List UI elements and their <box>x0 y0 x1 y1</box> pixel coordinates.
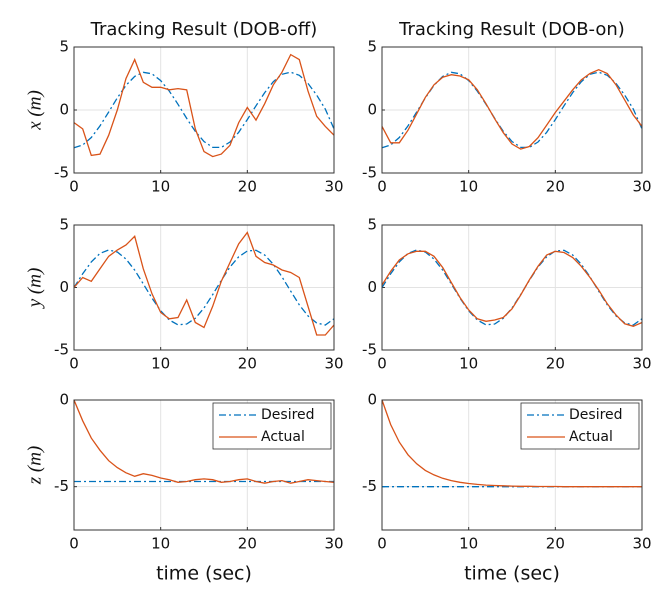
x-tick-label: 20 <box>238 535 257 553</box>
y-tick-label: 5 <box>59 216 69 234</box>
y-axis-label: z (m) <box>24 446 45 486</box>
x-tick-label: 10 <box>459 535 478 553</box>
series-line <box>73 399 335 484</box>
series-line <box>381 68 643 150</box>
legend-box <box>520 402 640 450</box>
x-tick-label: 30 <box>632 355 651 373</box>
y-axis-label: x (m) <box>24 90 45 131</box>
y-tick-label: -5 <box>54 164 69 182</box>
x-tick-label: 0 <box>377 355 387 373</box>
x-tick-label: 20 <box>546 355 565 373</box>
x-tick-label: 30 <box>632 535 651 553</box>
y-tick-label: -5 <box>362 477 377 495</box>
y-tick-label: 0 <box>367 101 377 119</box>
series-line <box>381 71 643 149</box>
y-tick-label: -5 <box>362 164 377 182</box>
x-tick-label: 30 <box>632 178 651 196</box>
x-tick-label: 10 <box>459 178 478 196</box>
y-tick-label: 0 <box>59 101 69 119</box>
y-tick-label: 5 <box>59 38 69 56</box>
y-tick-label: 0 <box>59 391 69 409</box>
x-tick-label: 10 <box>151 178 170 196</box>
x-tick-label: 20 <box>546 535 565 553</box>
y-axis-label: y (m) <box>24 268 45 310</box>
y-tick-label: 0 <box>59 278 69 296</box>
x-tick-label: 30 <box>324 535 343 553</box>
x-tick-label: 20 <box>238 355 257 373</box>
x-tick-label: 0 <box>69 178 79 196</box>
axes-box <box>73 399 335 531</box>
series-line <box>73 249 335 326</box>
axes-box <box>381 46 643 174</box>
x-tick-label: 20 <box>546 178 565 196</box>
y-tick-label: 5 <box>367 38 377 56</box>
x-tick-label: 30 <box>324 178 343 196</box>
x-tick-label: 10 <box>151 355 170 373</box>
series-line <box>73 53 335 158</box>
series-line <box>381 399 642 488</box>
y-tick-label: 0 <box>367 278 377 296</box>
x-tick-label: 20 <box>238 178 257 196</box>
series-line <box>73 71 335 149</box>
axes-box <box>73 224 335 351</box>
x-tick-label: 10 <box>459 355 478 373</box>
x-tick-label: 0 <box>377 535 387 553</box>
legend-label: Actual <box>261 429 305 445</box>
legend-label: Desired <box>261 407 315 423</box>
chart-title: Tracking Result (DOB-off) <box>90 19 318 40</box>
series-line <box>73 231 335 336</box>
y-tick-label: -5 <box>362 341 377 359</box>
x-tick-label: 0 <box>377 178 387 196</box>
legend-label: Actual <box>569 429 613 445</box>
x-tick-label: 10 <box>151 535 170 553</box>
axes-box <box>381 224 643 351</box>
legend-label: Desired <box>569 407 623 423</box>
axes-box <box>381 399 643 531</box>
x-tick-label: 0 <box>69 355 79 373</box>
y-tick-label: -5 <box>54 477 69 495</box>
x-axis-label: time (sec) <box>156 563 252 585</box>
chart-title: Tracking Result (DOB-on) <box>398 19 625 40</box>
y-tick-label: 0 <box>367 391 377 409</box>
x-axis-label: time (sec) <box>464 563 560 585</box>
series-line <box>381 250 643 327</box>
legend-box <box>212 402 332 450</box>
axes-box <box>73 46 335 174</box>
y-tick-label: 5 <box>367 216 377 234</box>
x-tick-label: 0 <box>69 535 79 553</box>
y-tick-label: -5 <box>54 341 69 359</box>
x-tick-label: 30 <box>324 355 343 373</box>
